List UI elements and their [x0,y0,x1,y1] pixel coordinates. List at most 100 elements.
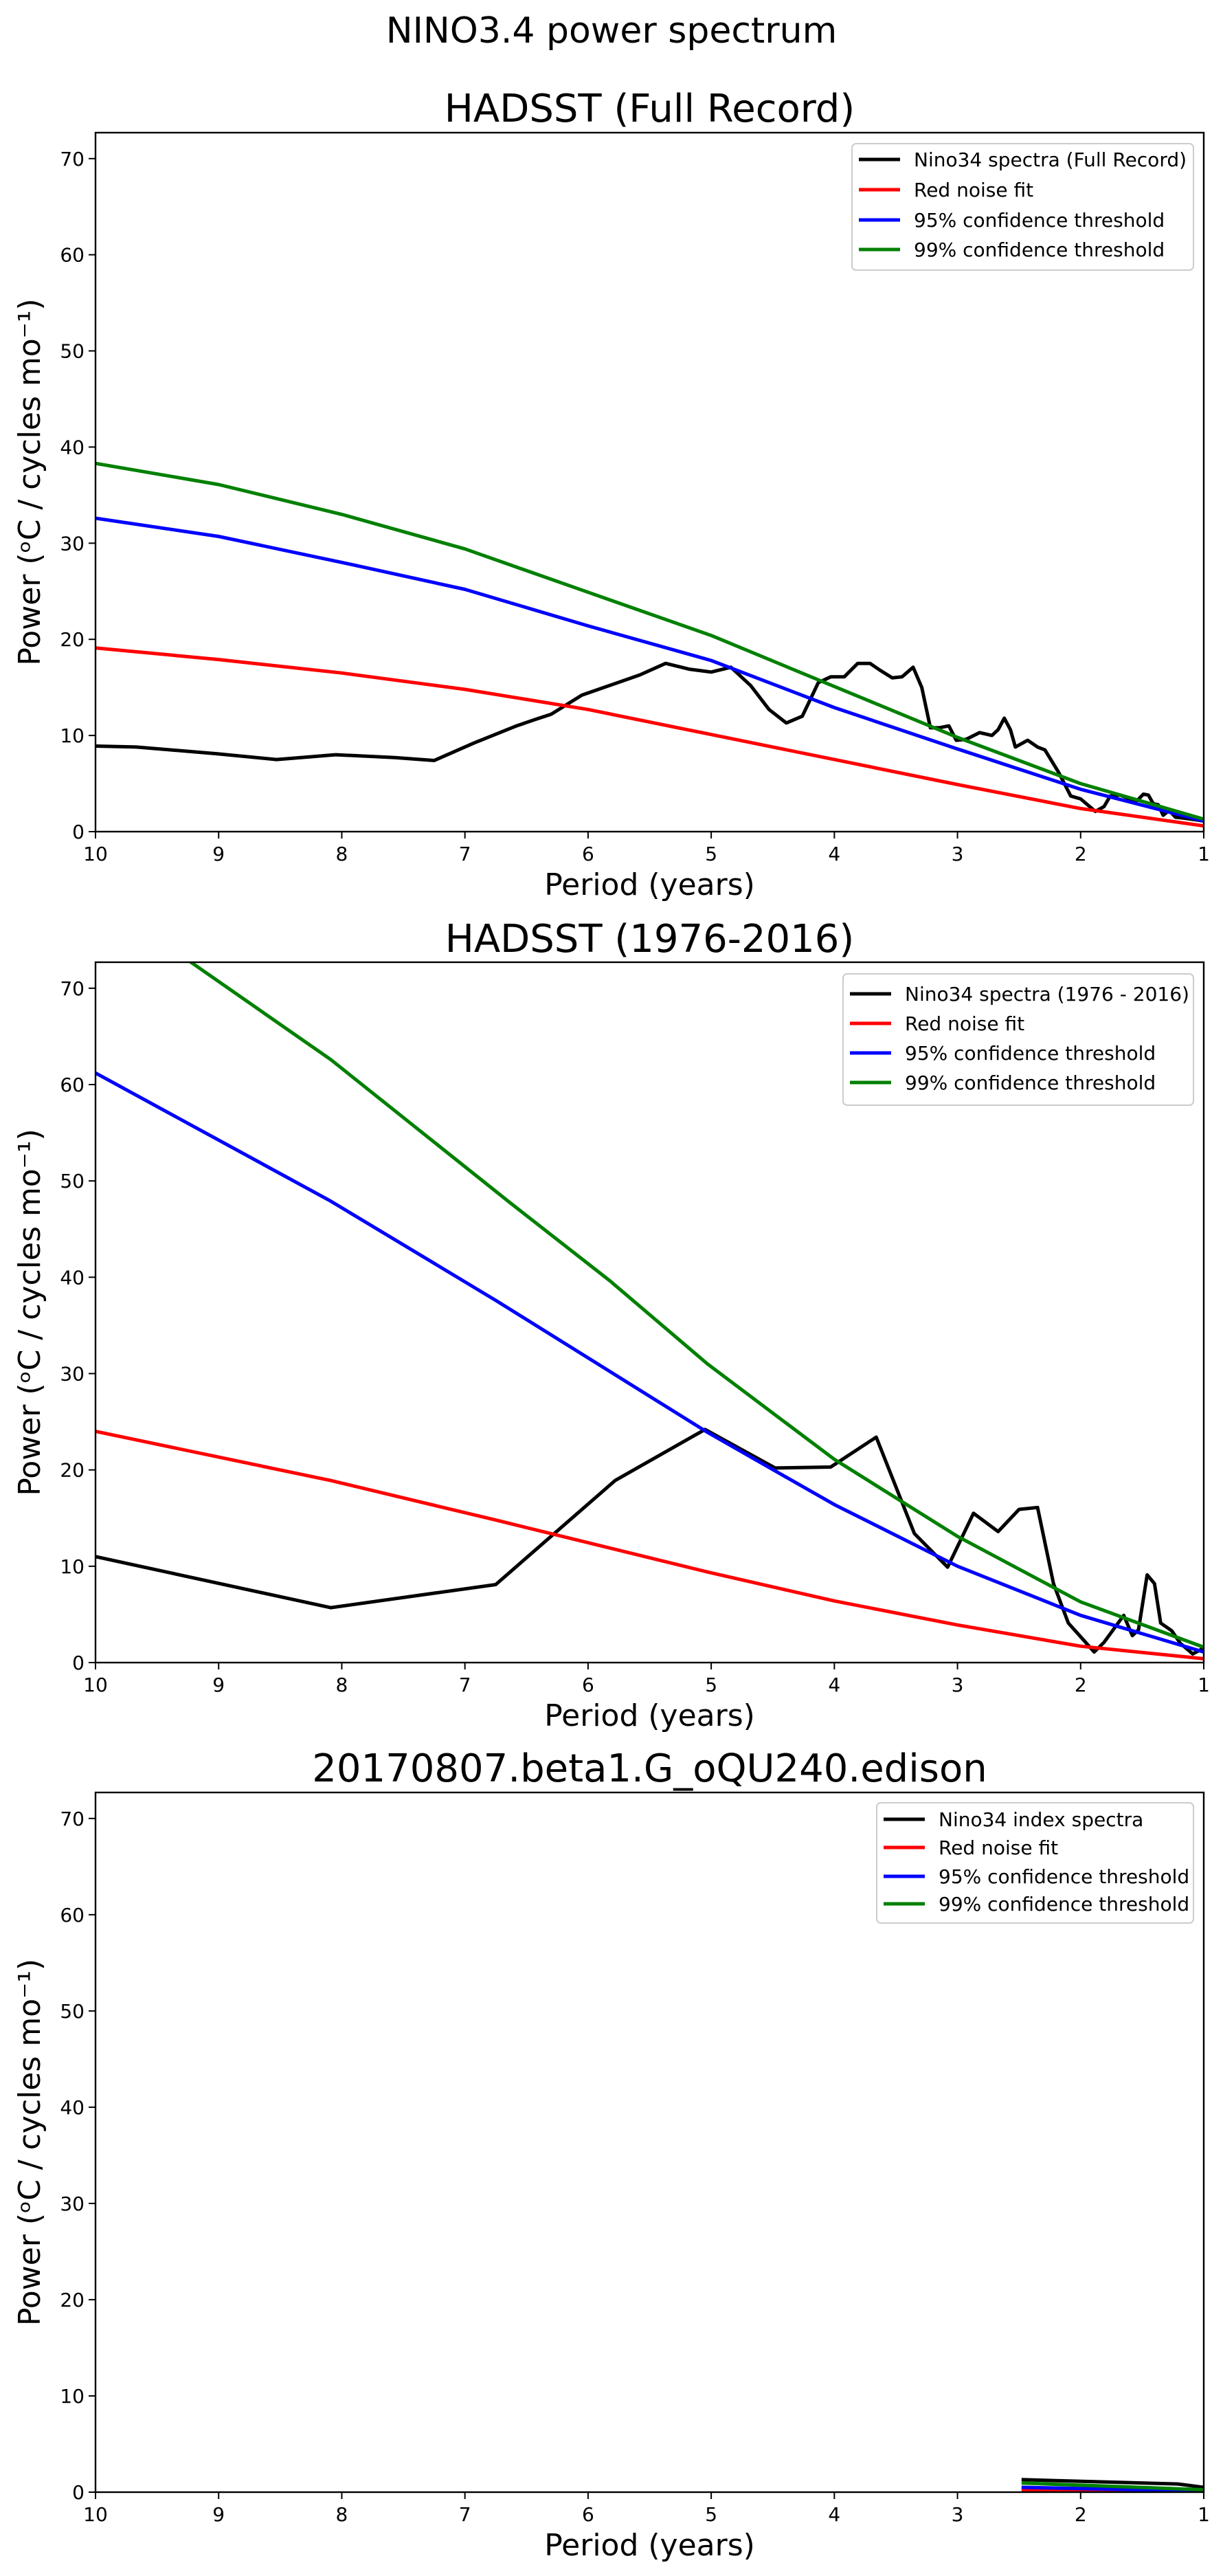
x-tick-label: 8 [336,843,348,865]
plot-area [96,962,1204,1661]
legend-label: 95% confidence threshold [905,1042,1156,1065]
legend: Nino34 spectra (1976 - 2016) Red noise fi… [842,973,1194,1106]
y-tick-label: 20 [60,2289,85,2311]
x-tick-label: 4 [828,1674,840,1696]
x-tick-label: 1 [1198,2503,1210,2526]
x-tick-label: 1 [1198,1674,1210,1696]
legend-item: Red noise fit [884,1836,1058,1859]
legend: Nino34 index spectra Red noise fit 95% con… [876,1802,1194,1924]
x-tick-label: 6 [582,2503,594,2526]
x-tick-label: 9 [212,1674,225,1696]
plot-area [96,461,1204,828]
x-tick-label: 7 [459,1674,471,1696]
legend-item: Nino34 spectra (Full Record) [859,148,1187,171]
y-tick-label: 20 [60,1459,85,1482]
legend-item: 99% confidence threshold [859,238,1165,261]
series-line-red-noise [96,646,1204,828]
x-tick-label: 2 [1075,2503,1087,2526]
y-tick-label: 0 [72,821,85,843]
x-tick-label: 8 [336,2503,348,2526]
legend-item: Red noise fit [850,1012,1024,1035]
legend-item: 99% confidence threshold [850,1072,1156,1094]
chart-panel-1: HADSST (Full Record)10 9 8 7 6 5 4 3 2 1010203040… [12,87,1210,902]
x-tick-label: 10 [83,2503,108,2526]
legend-item: 95% confidence threshold [884,1865,1189,1888]
y-tick-label: 50 [60,340,85,363]
x-tick-label: 10 [83,1674,108,1696]
x-tick-label: 3 [952,2503,964,2526]
y-tick-label: 70 [60,1808,85,1830]
legend-label: Nino34 index spectra [939,1808,1143,1831]
axes-frame [94,961,1205,1664]
x-tick-label: 6 [582,843,594,865]
axes-frame [94,1791,1205,2494]
x-tick-label: 3 [952,843,964,865]
legend-label: Nino34 spectra (Full Record) [914,148,1187,171]
legend-item: Nino34 spectra (1976 - 2016) [850,983,1189,1006]
legend-label: 99% confidence threshold [905,1072,1156,1094]
x-tick-label: 4 [828,843,840,865]
chart-panel-2: HADSST (1976-2016)10 9 8 7 6 5 4 3 2 101020304050… [12,917,1210,1733]
x-tick-label: 4 [828,2503,840,2526]
x-tick-label: 1 [1198,843,1210,865]
figure-suptitle: NINO3.4 power spectrum [386,10,838,52]
legend-label: 99% confidence threshold [939,1893,1189,1916]
chart-title: HADSST (Full Record) [445,87,855,131]
legend-label: Red noise fit [914,179,1033,201]
y-tick-label: 10 [60,1555,85,1578]
series-line-spectra [1021,2478,1204,2489]
y-tick-label: 40 [60,1266,85,1289]
x-tick-label: 8 [336,1674,348,1696]
y-axis-label: Power (ᵒC / cycles mo⁻¹) [12,1129,47,1496]
y-tick-label: 30 [60,532,85,555]
series-line-conf95 [96,1072,1204,1654]
x-tick-label: 2 [1075,1674,1087,1696]
series-line-conf95 [1021,2485,1204,2492]
plot-area [1021,2478,1204,2492]
x-tick-label: 5 [705,843,717,865]
y-tick-label: 40 [60,2096,85,2119]
y-axis-label: Power (ᵒC / cycles mo⁻¹) [12,298,47,665]
x-axis-label: Period (years) [544,2528,755,2563]
legend-frame [851,143,1194,271]
series-line-conf99 [188,962,1204,1649]
y-tick-label: 10 [60,724,85,747]
legend-item: Nino34 index spectra [884,1808,1143,1831]
legend-label: Red noise fit [939,1836,1058,1859]
y-tick-label: 10 [60,2385,85,2408]
legend-item: Red noise fit [859,179,1033,201]
y-tick-label: 60 [60,244,85,267]
x-tick-label: 6 [582,1674,594,1696]
y-tick-label: 0 [72,2481,85,2504]
x-tick-label: 9 [212,843,225,865]
series-line-red-noise [96,1430,1204,1661]
chart-title: HADSST (1976-2016) [445,917,855,962]
y-axis-label: Power (ᵒC / cycles mo⁻¹) [12,1959,47,2326]
x-tick-label: 9 [212,2503,225,2526]
y-tick-label: 70 [60,148,85,170]
legend-label: 95% confidence threshold [914,209,1165,232]
y-tick-label: 30 [60,2192,85,2215]
legend-item: 95% confidence threshold [859,209,1165,232]
legend-item: 99% confidence threshold [884,1893,1189,1916]
legend-label: 99% confidence threshold [914,238,1165,261]
legend-label: Nino34 spectra (1976 - 2016) [905,983,1189,1006]
chart-title: 20170807.beta1.G_oQU240.edison [312,1746,987,1791]
x-axis-label: Period (years) [544,1698,755,1733]
x-tick-label: 5 [705,2503,717,2526]
x-tick-label: 5 [705,1674,717,1696]
x-axis-label: Period (years) [544,867,755,902]
legend-label: Red noise fit [905,1012,1024,1035]
y-tick-label: 70 [60,977,85,1000]
y-tick-label: 60 [60,1904,85,1927]
y-tick-label: 50 [60,1170,85,1192]
series-line-conf99 [96,461,1204,821]
y-tick-label: 60 [60,1074,85,1096]
legend: Nino34 spectra (Full Record) Red noise fi… [851,143,1194,271]
x-tick-label: 10 [83,843,108,865]
series-line-conf99 [1021,2481,1204,2491]
x-tick-label: 2 [1075,843,1087,865]
